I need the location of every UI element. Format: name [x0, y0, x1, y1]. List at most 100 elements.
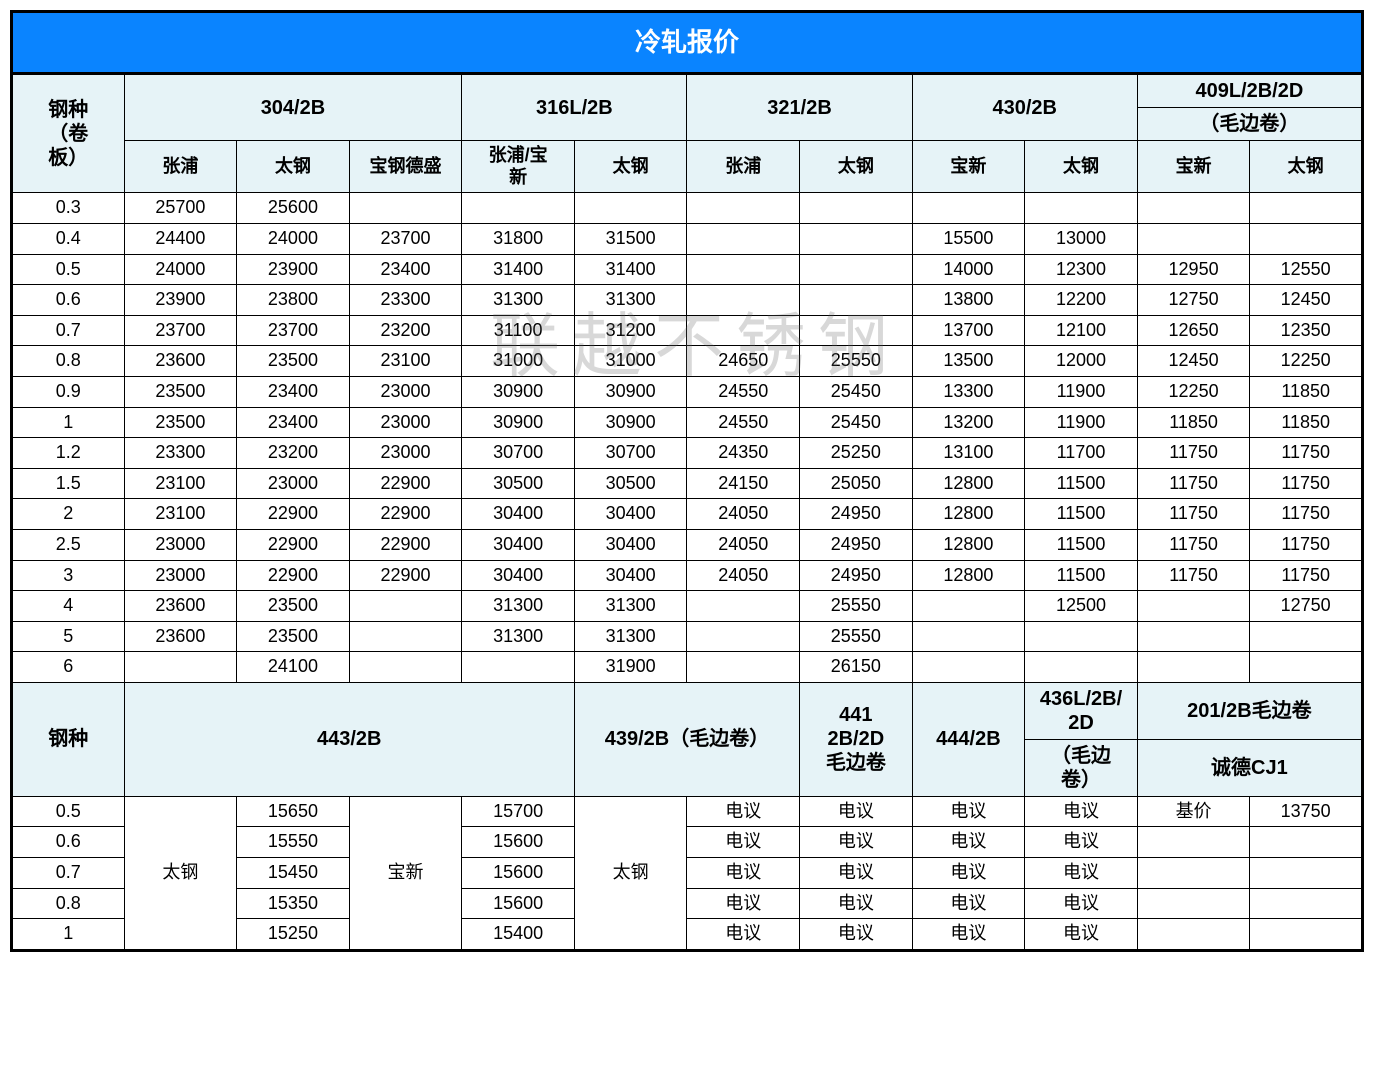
- cell: 0.3: [12, 193, 125, 224]
- cell: 24100: [237, 652, 350, 683]
- cell: 11500: [1025, 560, 1138, 591]
- cell: 31300: [462, 285, 575, 316]
- cell: 11700: [1025, 438, 1138, 469]
- header-cell: 436L/2B/ 2D: [1025, 682, 1138, 739]
- cell: [1137, 858, 1250, 889]
- header-cell: 诚德CJ1: [1137, 739, 1362, 796]
- cell: 12350: [1250, 315, 1363, 346]
- cell: 23000: [237, 468, 350, 499]
- cell: [687, 621, 800, 652]
- header-cell: 张浦/宝 新: [462, 141, 575, 193]
- header-cell: 太钢: [574, 141, 687, 193]
- cell: 11750: [1137, 560, 1250, 591]
- cell: 12250: [1250, 346, 1363, 377]
- cell: [687, 591, 800, 622]
- cell: 23500: [237, 621, 350, 652]
- cell: 24050: [687, 499, 800, 530]
- cell: 11500: [1025, 529, 1138, 560]
- cell: 1: [12, 919, 125, 951]
- cell: [800, 285, 913, 316]
- table-body: 0.325700256000.4244002400023700318003150…: [12, 193, 1363, 950]
- cell: [1137, 919, 1250, 951]
- cell: 13500: [912, 346, 1025, 377]
- cell: 22900: [349, 560, 462, 591]
- cell: 12000: [1025, 346, 1138, 377]
- cell: 15650: [237, 796, 350, 827]
- cell: [1250, 652, 1363, 683]
- cell: 30900: [574, 376, 687, 407]
- cell: [574, 193, 687, 224]
- cell: 1: [12, 407, 125, 438]
- cell: 24550: [687, 376, 800, 407]
- cell: 15600: [462, 888, 575, 919]
- cell: [349, 652, 462, 683]
- cell: 24550: [687, 407, 800, 438]
- cell: 12450: [1137, 346, 1250, 377]
- cell: 0.5: [12, 796, 125, 827]
- cell: 3: [12, 560, 125, 591]
- cell: 30900: [462, 407, 575, 438]
- cell: 电议: [687, 919, 800, 951]
- cell: 31300: [462, 591, 575, 622]
- cell: 1.5: [12, 468, 125, 499]
- cell: 11750: [1137, 438, 1250, 469]
- cell: 12800: [912, 499, 1025, 530]
- cell: 11850: [1250, 376, 1363, 407]
- cell: 23600: [124, 346, 237, 377]
- header-cell: 439/2B（毛边卷）: [574, 682, 799, 796]
- cell: 24950: [800, 529, 913, 560]
- cell: [687, 223, 800, 254]
- cell: 24050: [687, 560, 800, 591]
- cell: 31200: [574, 315, 687, 346]
- cell: 0.8: [12, 346, 125, 377]
- cell: 30400: [574, 499, 687, 530]
- cell: 25550: [800, 591, 913, 622]
- cell: 电议: [800, 796, 913, 827]
- cell: 24050: [687, 529, 800, 560]
- cell: 22900: [349, 468, 462, 499]
- cell: 30700: [462, 438, 575, 469]
- cell: 电议: [800, 827, 913, 858]
- cell: 24000: [237, 223, 350, 254]
- header-cell: 张浦: [124, 141, 237, 193]
- cell: [1137, 621, 1250, 652]
- cell: [912, 652, 1025, 683]
- cell: [1025, 652, 1138, 683]
- cell: [687, 315, 800, 346]
- cell: [1250, 858, 1363, 889]
- cell: 23500: [124, 407, 237, 438]
- cell: 电议: [687, 796, 800, 827]
- header-cell: 宝钢德盛: [349, 141, 462, 193]
- cell: [349, 621, 462, 652]
- cell: 23000: [349, 376, 462, 407]
- header-cell: 321/2B: [687, 74, 912, 141]
- cell: 22900: [237, 499, 350, 530]
- cell: 23200: [237, 438, 350, 469]
- cell: 11500: [1025, 499, 1138, 530]
- cell: 电议: [1025, 827, 1138, 858]
- cell: 26150: [800, 652, 913, 683]
- cell: 6: [12, 652, 125, 683]
- cell: 电议: [912, 919, 1025, 951]
- header-cell: 444/2B: [912, 682, 1025, 796]
- cell: [1250, 621, 1363, 652]
- cell: 1.2: [12, 438, 125, 469]
- cell: 30900: [462, 376, 575, 407]
- cell: 0.8: [12, 888, 125, 919]
- cell: 11850: [1250, 407, 1363, 438]
- cell: 24150: [687, 468, 800, 499]
- cell: 24950: [800, 499, 913, 530]
- cell: 11750: [1250, 438, 1363, 469]
- cell: 11900: [1025, 407, 1138, 438]
- header-cell: 宝新: [912, 141, 1025, 193]
- header-cell: 宝新: [1137, 141, 1250, 193]
- cell: 电议: [1025, 888, 1138, 919]
- cell: 2.5: [12, 529, 125, 560]
- cell: 31400: [462, 254, 575, 285]
- header-cell: （毛边卷）: [1137, 108, 1362, 141]
- cell: 23800: [237, 285, 350, 316]
- cell: 15600: [462, 858, 575, 889]
- cell: 24650: [687, 346, 800, 377]
- cell: 23000: [349, 438, 462, 469]
- cell: [1137, 591, 1250, 622]
